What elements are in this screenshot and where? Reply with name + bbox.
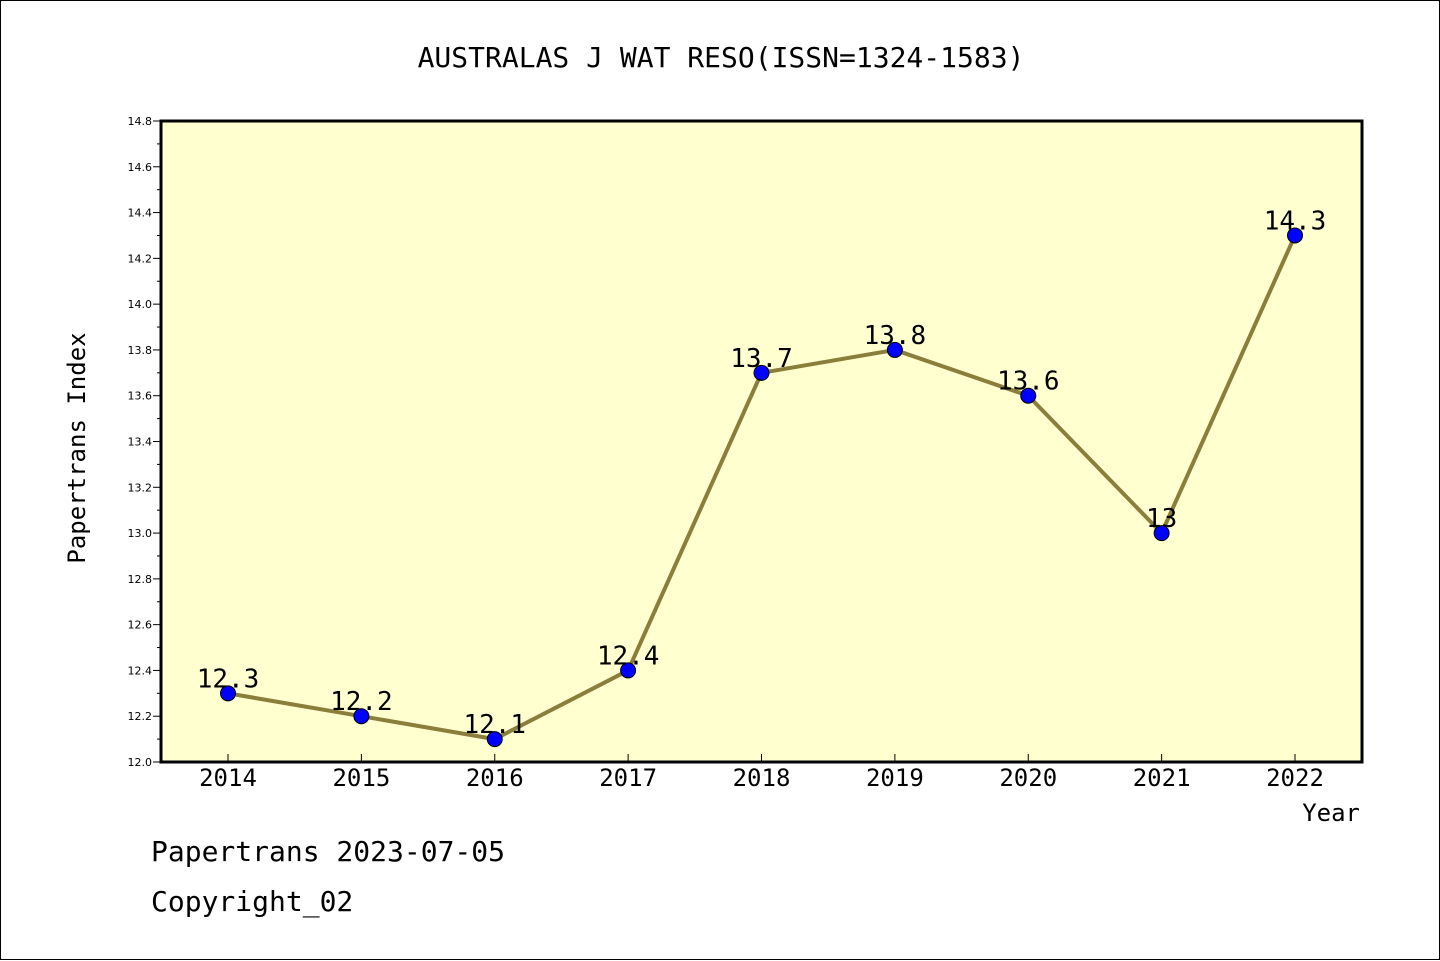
data-label: 13.7: [730, 344, 793, 374]
y-tick-label: 14.8: [128, 115, 153, 128]
x-axis-label: Year: [1302, 799, 1360, 827]
data-point: [753, 364, 770, 381]
x-tick-label: 2021: [1133, 764, 1191, 792]
y-tick-label: 14.4: [128, 207, 153, 220]
data-point: [1020, 387, 1037, 404]
data-point: [620, 662, 637, 679]
y-tick-label: 13.8: [128, 344, 153, 357]
y-tick-label: 14.6: [128, 161, 153, 174]
data-point: [1153, 525, 1170, 542]
data-label: 12.1: [463, 710, 526, 740]
y-tick-label: 12.4: [128, 664, 153, 677]
y-tick-label: 13.2: [128, 481, 153, 494]
footer-copyright: Copyright_02: [151, 885, 354, 918]
series-layer: 12.3 12.2 12.1 12.4 13.7 13.8 13.6 13 14.3: [197, 206, 1327, 748]
plot-border: [159, 119, 1364, 764]
x-tick-label: 2019: [866, 764, 924, 792]
footer-source: Papertrans 2023-07-05: [151, 835, 506, 868]
data-label: 13.6: [997, 367, 1060, 397]
x-axis: 2014 2015 2016 2017 2018 2019 2020 2021 2022: [199, 754, 1324, 792]
data-point: [1287, 227, 1303, 244]
data-label: 14.3: [1264, 206, 1327, 236]
x-tick-label: 2017: [599, 764, 657, 792]
y-tick-label: 14.0: [128, 298, 153, 311]
chart-title: AUSTRALAS J WAT RESO(ISSN=1324-1583): [418, 41, 1025, 74]
x-tick-label: 2014: [199, 764, 257, 792]
x-tick-label: 2016: [466, 764, 524, 792]
data-label: 13.8: [864, 321, 927, 351]
y-axis: 12.0 12.2 12.4 12.6 12.8 13.0 13.2 13.4 13.6 13.8…: [128, 115, 161, 769]
data-label: 13: [1146, 504, 1177, 534]
data-label: 12.4: [597, 641, 660, 671]
data-point: [220, 685, 236, 702]
y-tick-label: 14.2: [128, 252, 153, 265]
y-tick-label: 13.6: [128, 390, 153, 403]
y-tick-label: 12.2: [128, 710, 153, 723]
y-tick-label: 12.6: [128, 619, 153, 632]
y-tick-label: 12.0: [128, 756, 153, 769]
x-tick-label: 2020: [999, 764, 1057, 792]
y-axis-label: Papertrans Index: [63, 332, 91, 563]
x-tick-label: 2015: [332, 764, 390, 792]
y-tick-label: 12.8: [128, 573, 153, 586]
data-label: 12.2: [330, 687, 393, 717]
x-tick-label: 2018: [733, 764, 791, 792]
data-point: [886, 341, 903, 358]
data-label: 12.3: [197, 664, 260, 694]
x-tick-label: 2022: [1266, 764, 1324, 792]
plot-area: [161, 121, 1362, 762]
data-point: [353, 708, 370, 725]
y-tick-label: 13.4: [128, 436, 153, 449]
y-tick-label: 13.0: [128, 527, 153, 540]
data-point: [486, 731, 503, 748]
